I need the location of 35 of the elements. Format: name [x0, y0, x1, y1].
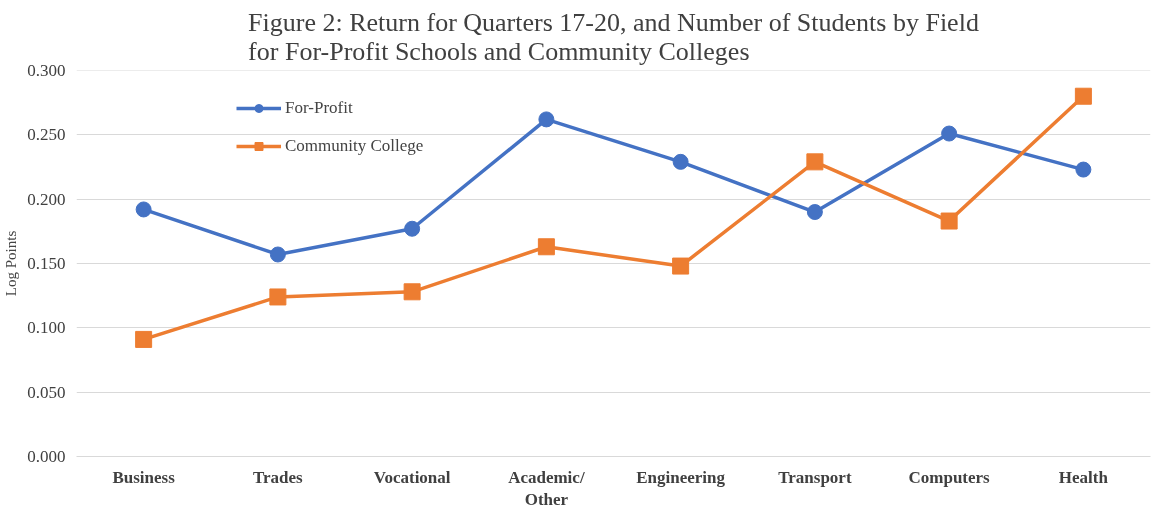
point: [1074, 87, 1092, 105]
y-tick-label: 0.250: [27, 125, 66, 145]
x-tick-label: Academic/ Other: [508, 467, 585, 510]
point: [941, 125, 958, 142]
point: [537, 238, 555, 256]
y-tick-label: 0.150: [27, 254, 66, 273]
point: [269, 246, 286, 263]
point: [135, 201, 152, 218]
legend-label: For-Profit: [285, 98, 353, 118]
x-tick-label: Computers: [908, 467, 991, 487]
point: [538, 111, 555, 128]
y-tick-label: 0.050: [27, 382, 66, 402]
x-tick-label: Transport: [778, 467, 852, 487]
point: [404, 220, 421, 237]
x-tick-label: Engineering: [636, 467, 726, 487]
y-tick-label: 0.100: [27, 318, 66, 338]
point: [403, 283, 421, 301]
point: [1075, 161, 1092, 178]
point: [940, 212, 958, 230]
point: [672, 153, 689, 170]
x-tick-label: Health: [1058, 467, 1109, 487]
x-tick-label: Trades: [253, 467, 304, 487]
x-tick-label: Business: [112, 467, 176, 487]
y-axis-title: Log Points: [3, 230, 20, 297]
y-tick-label: 0.000: [27, 447, 66, 466]
x-tick-label: Vocational: [373, 467, 451, 487]
chart-title: Figure 2: Return for Quarters 17-20, and Number of Students by Field for For-Profit Schools and Community Colleges: [248, 7, 979, 66]
point: [672, 257, 690, 275]
point: [269, 288, 287, 306]
point: [806, 153, 824, 171]
point: [806, 204, 823, 221]
y-tick-label: 0.200: [27, 189, 66, 209]
y-tick-label: 0.300: [27, 61, 66, 80]
legend-label: Community College: [285, 136, 424, 156]
point: [135, 330, 153, 348]
